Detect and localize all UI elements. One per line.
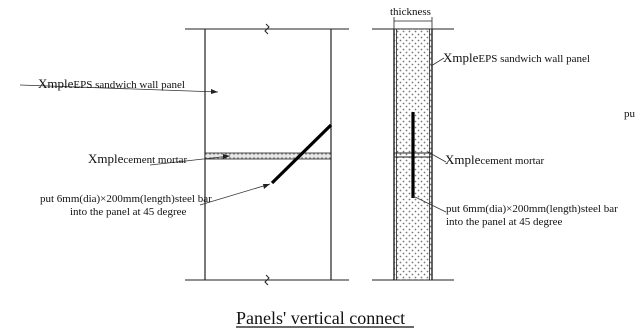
right-bar-label-line2: into the panel at 45 degree (446, 216, 563, 228)
right-view (372, 17, 454, 281)
left-mortar-leader (149, 155, 231, 166)
right-bar-label-line1: put 6mm(dia)×200mm(length)steel bar (446, 203, 618, 215)
right-panel-leader (430, 57, 445, 67)
left-steel-bar (270, 123, 333, 185)
left-mortar-leader-arrow (223, 154, 230, 159)
edge-fragment-label: pu (624, 108, 635, 120)
right-panel-label: XmpleEPS sandwich wall panel (443, 51, 590, 65)
right-panel-label-text: EPS sandwich wall panel (478, 53, 590, 65)
left-panel-label: XmpleEPS sandwich wall panel (38, 77, 185, 91)
left-mortar-label-prefix: Xmple (88, 151, 124, 166)
left-panel-label-text: EPS sandwich wall panel (73, 79, 185, 91)
diagram-title: Panels' vertical connect (236, 308, 406, 328)
right-bar-leader (412, 195, 447, 213)
left-bar-label-line1: put 6mm(dia)×200mm(length)steel bar (40, 193, 212, 205)
left-mortar-label-text: cement mortar (123, 154, 188, 166)
right-mortar-label-prefix: Xmple (445, 152, 481, 167)
left-bar-leader (199, 183, 271, 206)
left-panel-leader (19, 84, 219, 93)
thickness-label: thickness (390, 6, 431, 18)
left-panel-label-prefix: Xmple (38, 76, 74, 91)
left-top-break-symbol (264, 23, 270, 35)
right-mortar-label: Xmplecement mortar (445, 153, 544, 167)
right-mortar-leader (427, 151, 447, 163)
left-panel-leader-arrow (211, 89, 218, 94)
right-panel-label-prefix: Xmple (443, 50, 479, 65)
left-bar-leader-arrow (263, 184, 270, 189)
left-view (19, 23, 349, 286)
right-mortar-label-text: cement mortar (480, 155, 545, 167)
left-bar-label-line2: into the panel at 45 degree (70, 206, 187, 218)
left-bottom-break-symbol (264, 274, 270, 286)
left-mortar-label: Xmplecement mortar (88, 152, 187, 166)
left-mortar-joint (204, 152, 332, 160)
